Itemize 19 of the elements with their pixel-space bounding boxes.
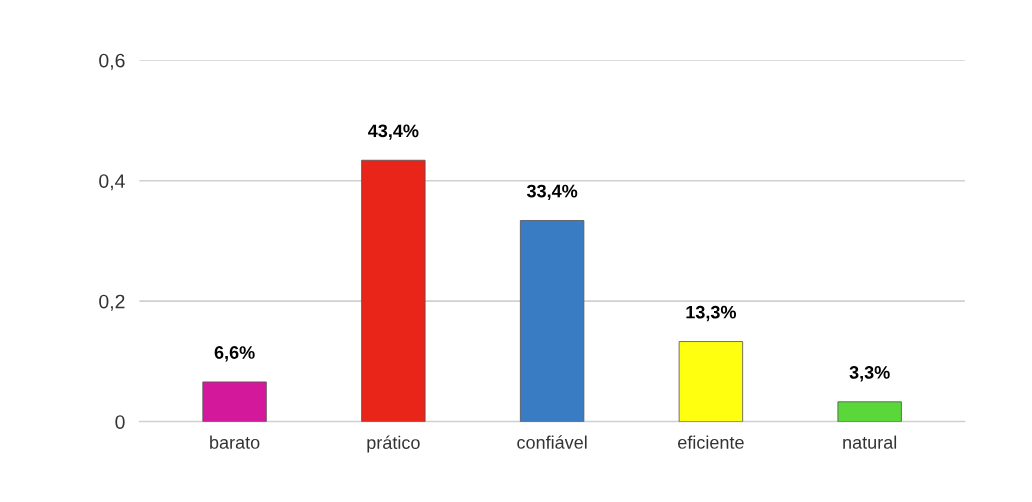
y-tick-label: 0,2 [99,294,125,311]
bar [361,159,426,422]
bar [678,341,744,422]
data-label: 43,4% [368,124,419,140]
x-tick-label: barato [210,435,260,449]
data-label: 3,3% [849,366,890,382]
x-tick-label: prático [367,435,420,453]
y-tick-label: 0 [115,415,125,429]
bar [837,401,902,422]
bar [519,220,585,422]
data-label: 13,3% [686,305,737,322]
y-tick-label: 0,4 [99,174,125,191]
data-label: 6,6% [214,346,255,362]
x-tick-label: natural [843,435,897,449]
data-label: 33,4% [526,184,578,201]
x-tick-label: eficiente [678,435,744,449]
y-tick-label: 0,6 [99,53,125,70]
bar [202,381,267,422]
x-tick-label: confiável [517,435,587,449]
